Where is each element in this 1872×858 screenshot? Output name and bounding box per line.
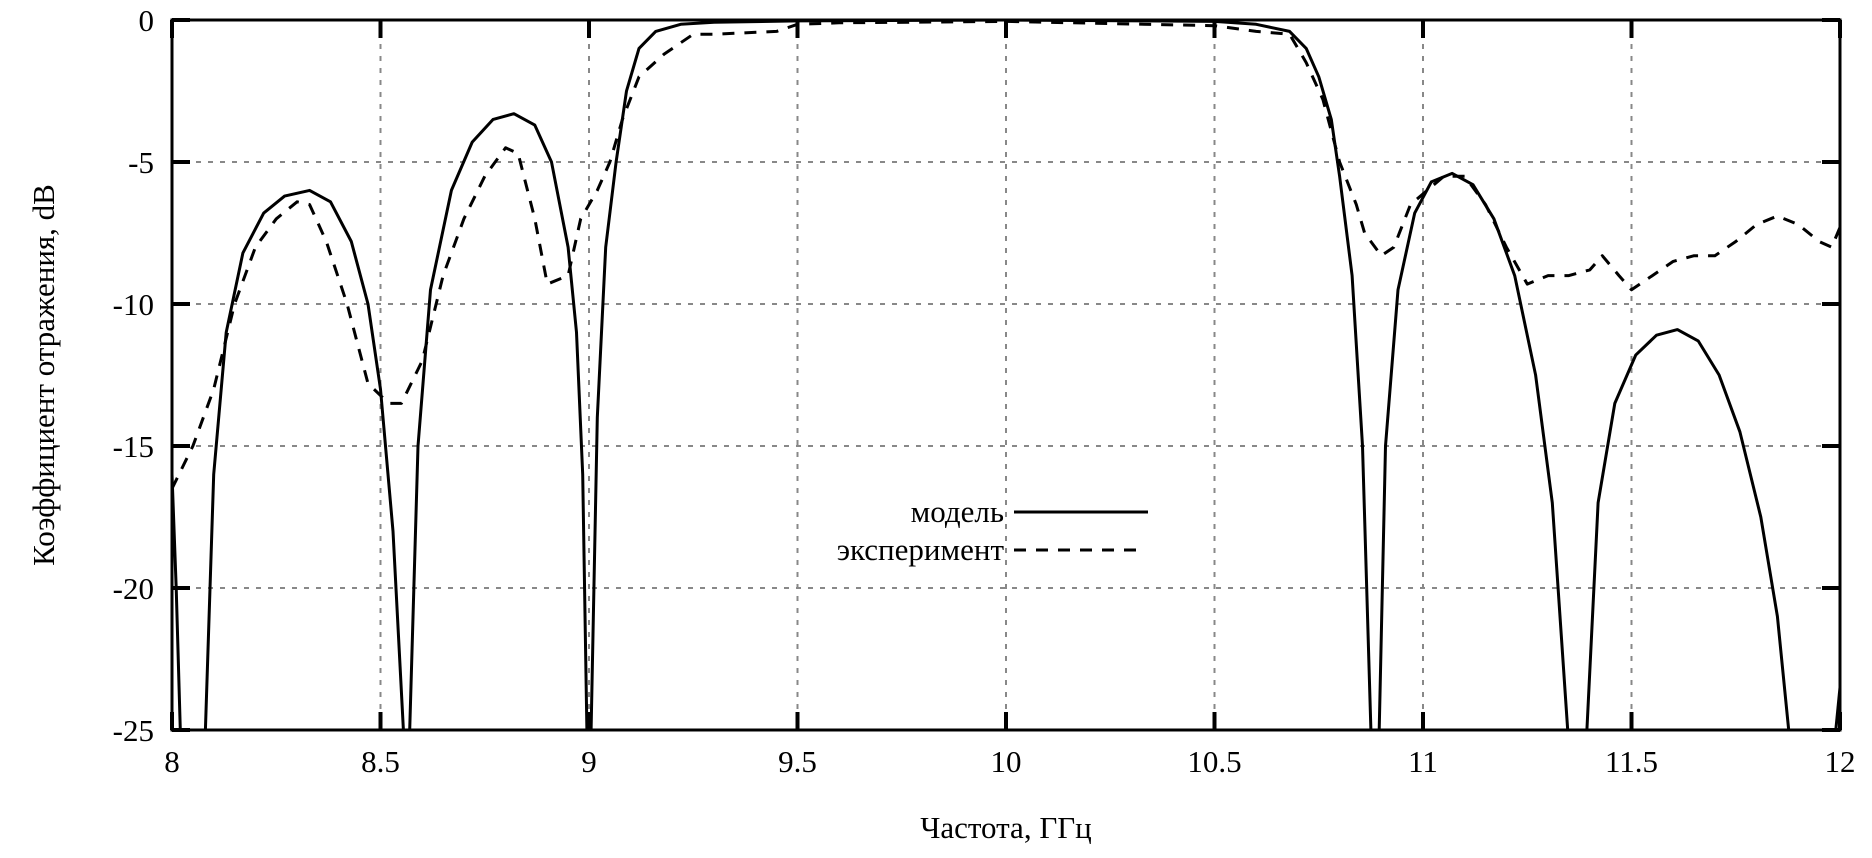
series-line-model	[1585, 328, 1791, 730]
y-tick-label: -15	[113, 429, 154, 464]
y-tick-label: -5	[128, 145, 154, 180]
series-line-model	[203, 188, 405, 730]
y-tick-label: -10	[113, 287, 154, 322]
series-group	[172, 20, 1840, 730]
x-tick-label: 12	[1825, 744, 1856, 779]
y-tick-label: 0	[139, 3, 155, 38]
x-tick-label: 10.5	[1187, 744, 1241, 779]
y-tick-label: -20	[113, 571, 154, 606]
x-tick-label: 11	[1408, 744, 1438, 779]
x-tick-label: 8	[164, 744, 180, 779]
x-tick-label: 9	[581, 744, 597, 779]
legend-label-experiment: эксперимент	[837, 532, 1005, 567]
ticks: 8 8.5 9 9.5 10 10.5 11 11.5 12 0 -5 -10 -15 -20 -25	[113, 3, 1856, 779]
x-tick-label: 9.5	[778, 744, 817, 779]
series-line-model	[589, 20, 1373, 730]
y-tick-label: -25	[113, 713, 154, 748]
x-tick-label: 8.5	[361, 744, 400, 779]
y-axis-label: Коэффициент отражения, dB	[26, 184, 61, 566]
grid	[172, 20, 1840, 730]
legend-label-model: модель	[911, 494, 1004, 529]
x-axis-label: Частота, ГГц	[920, 810, 1092, 845]
x-tick-label: 10	[991, 744, 1022, 779]
series-line-experiment	[172, 20, 1840, 490]
series-line-model	[1377, 171, 1570, 730]
series-line-model	[408, 112, 589, 730]
legend: модель эксперимент	[837, 494, 1148, 567]
x-tick-label: 11.5	[1605, 744, 1658, 779]
